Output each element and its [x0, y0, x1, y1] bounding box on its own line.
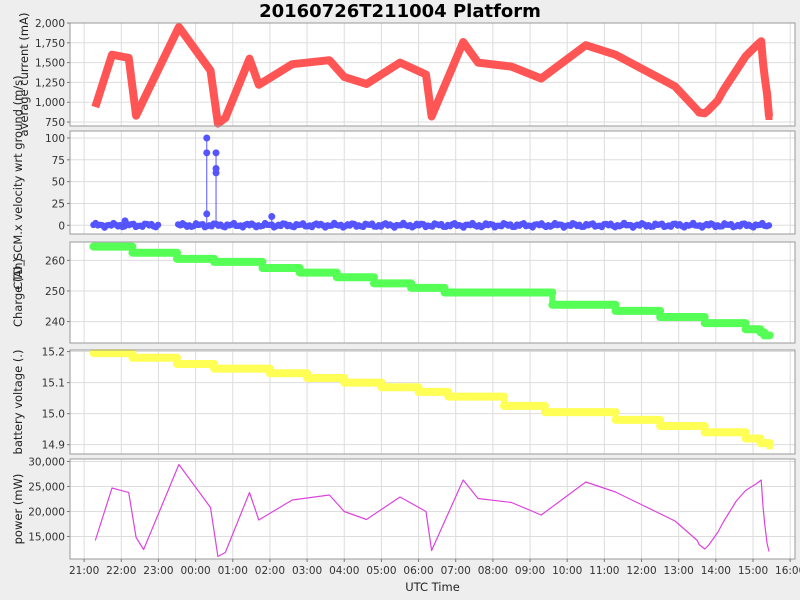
y-axis-label: power (mW): [11, 474, 25, 545]
x-tick-label: 21:00: [69, 565, 99, 577]
data-point: [268, 213, 276, 221]
plot-area-4: [69, 458, 796, 560]
y-tick-label: 240: [45, 317, 65, 329]
y-tick-label: 1,500: [35, 58, 65, 70]
x-tick-label: 08:00: [478, 565, 508, 577]
plot-border-4: [69, 458, 796, 560]
y-tick-label: 20,000: [28, 507, 65, 519]
x-tick-label: 03:00: [292, 565, 322, 577]
y-tick-label: 14.9: [42, 440, 65, 452]
y-tick-label: 15.2: [42, 347, 65, 359]
y-tick-label: 2,000: [35, 18, 65, 30]
data-point: [203, 149, 211, 157]
y-tick-label: 15.0: [42, 409, 65, 421]
y-tick-label: 30,000: [28, 457, 65, 469]
y-tick-label: 1,000: [35, 97, 65, 109]
x-tick-label: 09:00: [515, 565, 545, 577]
data-point: [212, 149, 220, 157]
chart-title: 20160726T211004 Platform: [259, 1, 541, 22]
series-2: [89, 242, 774, 340]
y-tick-label: 1,750: [35, 38, 65, 50]
data-point: [154, 221, 162, 229]
x-tick-label: 00:00: [180, 565, 210, 577]
series-line: [94, 463, 770, 558]
x-tick-label: 04:00: [329, 565, 359, 577]
y-axis-label: battery voltage (.): [11, 350, 25, 455]
x-tick-label: 01:00: [218, 565, 248, 577]
plot-area-1: [69, 130, 796, 235]
y-tick-label: 260: [45, 255, 65, 267]
data-point: [203, 134, 211, 142]
x-tick-label: 22:00: [106, 565, 136, 577]
x-tick-label: 06:00: [403, 565, 433, 577]
x-axis-label: UTC Time: [405, 580, 460, 594]
data-point: [121, 217, 129, 225]
x-tick-label: 15:00: [738, 565, 768, 577]
series-1: [90, 134, 773, 231]
y-tick-label: 1,250: [35, 77, 65, 89]
data-point: [212, 169, 220, 177]
data-point: [765, 112, 773, 120]
y-tick-label: 0: [58, 220, 65, 232]
x-tick-label: 07:00: [441, 565, 471, 577]
x-tick-label: 16:00: [775, 565, 800, 577]
data-point: [203, 210, 211, 218]
plot-border-2: [69, 241, 796, 344]
y-tick-label: 75: [52, 155, 65, 167]
data-point: [765, 222, 773, 229]
y-tick-label: 25: [52, 198, 65, 210]
y-tick-label: 250: [45, 286, 65, 298]
series-line: [91, 23, 773, 128]
y-tick-label: 50: [52, 177, 65, 189]
y-tick-label: 750: [45, 117, 65, 129]
x-tick-label: 13:00: [664, 565, 694, 577]
x-tick-label: 14:00: [701, 565, 731, 577]
plot-border-0: [69, 22, 796, 127]
x-tick-label: 10:00: [552, 565, 582, 577]
series-4: [94, 463, 770, 558]
data-point: [761, 74, 769, 82]
series-3: [89, 349, 774, 450]
y-tick-label: 15,000: [28, 532, 65, 544]
data-point: [759, 59, 767, 67]
x-tick-label: 23:00: [143, 565, 173, 577]
x-tick-label: 05:00: [366, 565, 396, 577]
y-tick-label: 100: [45, 133, 65, 145]
y-axis-label: average current (mA): [17, 13, 31, 137]
plot-border-1: [69, 130, 796, 235]
y-tick-label: 25,000: [28, 482, 65, 494]
x-tick-label: 11:00: [589, 565, 619, 577]
series-0: [91, 23, 773, 128]
y-axis-label: CTD_SCM.x velocity wrt ground (m/s): [11, 75, 25, 289]
y-tick-label: 15.1: [42, 378, 65, 390]
y-axis-label: Charge (Ah): [11, 258, 25, 327]
x-tick-label: 02:00: [255, 565, 285, 577]
data-point: [763, 90, 771, 98]
plot-border-3: [69, 349, 796, 455]
x-tick-label: 12:00: [626, 565, 656, 577]
